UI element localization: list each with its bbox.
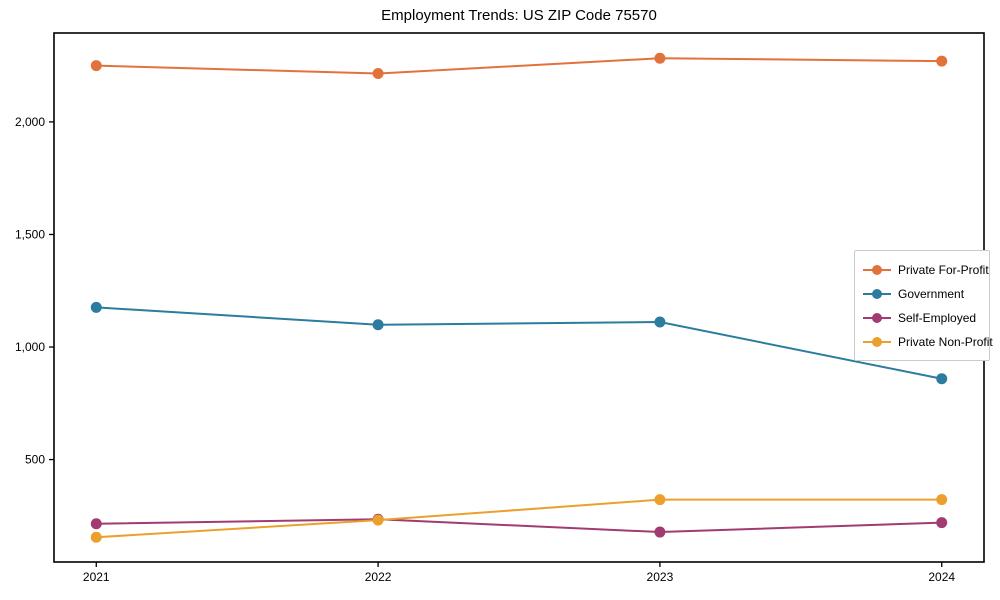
legend-dot bbox=[872, 289, 882, 299]
legend-marker-icon bbox=[863, 288, 891, 300]
x-tick-label: 2021 bbox=[83, 570, 110, 584]
chart-title: Employment Trends: US ZIP Code 75570 bbox=[381, 7, 657, 24]
data-point bbox=[936, 373, 948, 385]
series-line-government bbox=[96, 306, 942, 380]
y-tick-label: 500 bbox=[25, 453, 45, 467]
data-point bbox=[936, 517, 948, 529]
data-point bbox=[936, 494, 948, 506]
y-tick-label: 1,000 bbox=[15, 340, 45, 354]
x-tick-label: 2023 bbox=[647, 570, 674, 584]
x-tick-label: 2022 bbox=[365, 570, 392, 584]
legend-marker-icon bbox=[863, 264, 891, 276]
legend-label: Private Non-Profit bbox=[898, 335, 993, 349]
legend-item: Private Non-Profit bbox=[863, 330, 993, 354]
data-point bbox=[90, 60, 102, 72]
legend-dot bbox=[872, 313, 882, 323]
legend-label: Private For-Profit bbox=[898, 263, 989, 277]
legend-item: Self-Employed bbox=[863, 306, 981, 330]
legend-dot bbox=[872, 265, 882, 275]
legend-label: Self-Employed bbox=[898, 311, 977, 325]
axes-frame bbox=[53, 32, 985, 563]
legend-item: Private For-Profit bbox=[863, 258, 989, 282]
legend-label: Government bbox=[898, 287, 965, 301]
data-point bbox=[654, 526, 666, 538]
data-point bbox=[90, 518, 102, 530]
legend-dot bbox=[872, 337, 882, 347]
data-point bbox=[654, 494, 666, 506]
data-point bbox=[90, 301, 102, 313]
data-point bbox=[372, 514, 384, 526]
data-point bbox=[654, 52, 666, 64]
x-tick-label: 2024 bbox=[928, 570, 955, 584]
data-point bbox=[372, 68, 384, 80]
legend-marker-icon bbox=[863, 312, 891, 324]
series-line-private-non-profit bbox=[96, 498, 942, 539]
legend-item: Government bbox=[863, 282, 981, 306]
series-line-self-employed bbox=[96, 518, 942, 534]
y-tick-label: 2,000 bbox=[15, 115, 45, 129]
data-point bbox=[90, 531, 102, 543]
data-point bbox=[936, 55, 948, 67]
legend-marker-icon bbox=[863, 336, 891, 348]
data-point bbox=[372, 319, 384, 331]
data-point bbox=[654, 316, 666, 328]
legend: Private For-Profit Government Self-Employe… bbox=[854, 250, 993, 361]
y-tick-label: 1,500 bbox=[15, 227, 45, 241]
series-line-private-for-profit bbox=[96, 57, 942, 75]
